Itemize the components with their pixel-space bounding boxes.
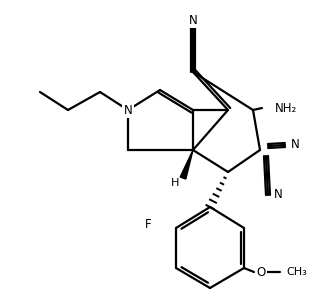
Text: N: N [291, 139, 299, 151]
Text: N: N [124, 103, 132, 117]
Text: N: N [189, 13, 197, 27]
Text: NH₂: NH₂ [275, 102, 297, 114]
Text: N: N [274, 189, 282, 201]
Text: H: H [171, 178, 179, 188]
Text: F: F [145, 218, 151, 232]
Text: O: O [257, 266, 266, 279]
Polygon shape [180, 150, 193, 179]
Text: CH₃: CH₃ [286, 267, 307, 277]
